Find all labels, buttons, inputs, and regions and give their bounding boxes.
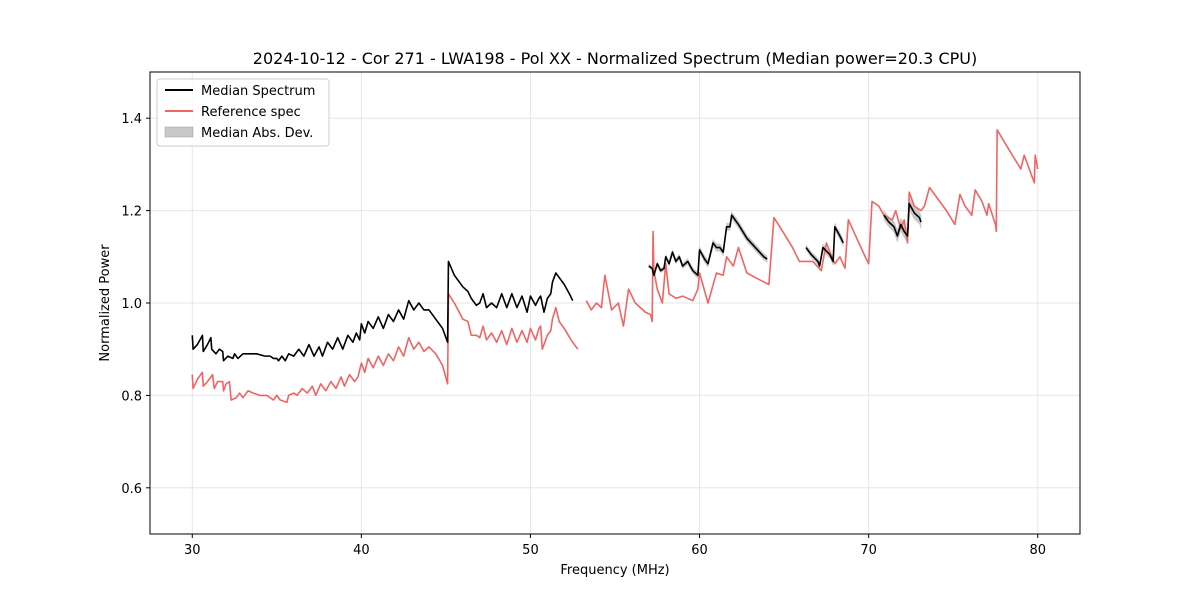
series-line-median-spectrum-segment-2 [805,225,844,267]
mad-band-0 [648,210,768,280]
legend-label-median-abs-dev: Median Abs. Dev. [201,126,313,141]
y-tick-label: 1.4 [121,112,142,127]
chart-title: 2024-10-12 - Cor 271 - LWA198 - Pol XX -… [253,49,977,68]
y-tick-label: 1.0 [121,297,142,312]
x-tick-label: 30 [184,543,201,558]
grid [150,72,1080,534]
series-line-median-spectrum-segment-0 [191,260,574,362]
legend-label-median-spectrum: Median Spectrum [201,84,315,99]
series-lines [191,128,1039,404]
legend-swatch-median-abs-dev [164,126,194,138]
series-line-median-spectrum-segment-1 [648,214,768,277]
y-tick-label: 1.2 [121,205,142,220]
x-tick-label: 50 [522,543,539,558]
series-line-median-spectrum-segment-3 [883,202,922,237]
y-axis: 0.6 0.8 1.0 1.2 1.4 [121,112,150,497]
y-tick-label: 0.6 [121,482,142,497]
legend: Median Spectrum Reference spec Median Ab… [156,78,330,147]
x-tick-label: 80 [1029,543,1046,558]
x-tick-label: 40 [353,543,370,558]
y-tick-label: 0.8 [121,389,142,404]
x-tick-label: 70 [860,543,877,558]
series-line-reference-spec-segment-0 [191,292,579,404]
legend-box [156,78,330,147]
y-axis-label: Normalized Power [98,244,113,362]
x-tick-label: 60 [691,543,708,558]
series-line-reference-spec-segment-1 [585,128,1039,327]
x-axis-label: Frequency (MHz) [560,563,669,578]
legend-label-reference-spec: Reference spec [201,105,301,120]
x-axis: 30 40 50 60 70 80 [184,534,1046,558]
